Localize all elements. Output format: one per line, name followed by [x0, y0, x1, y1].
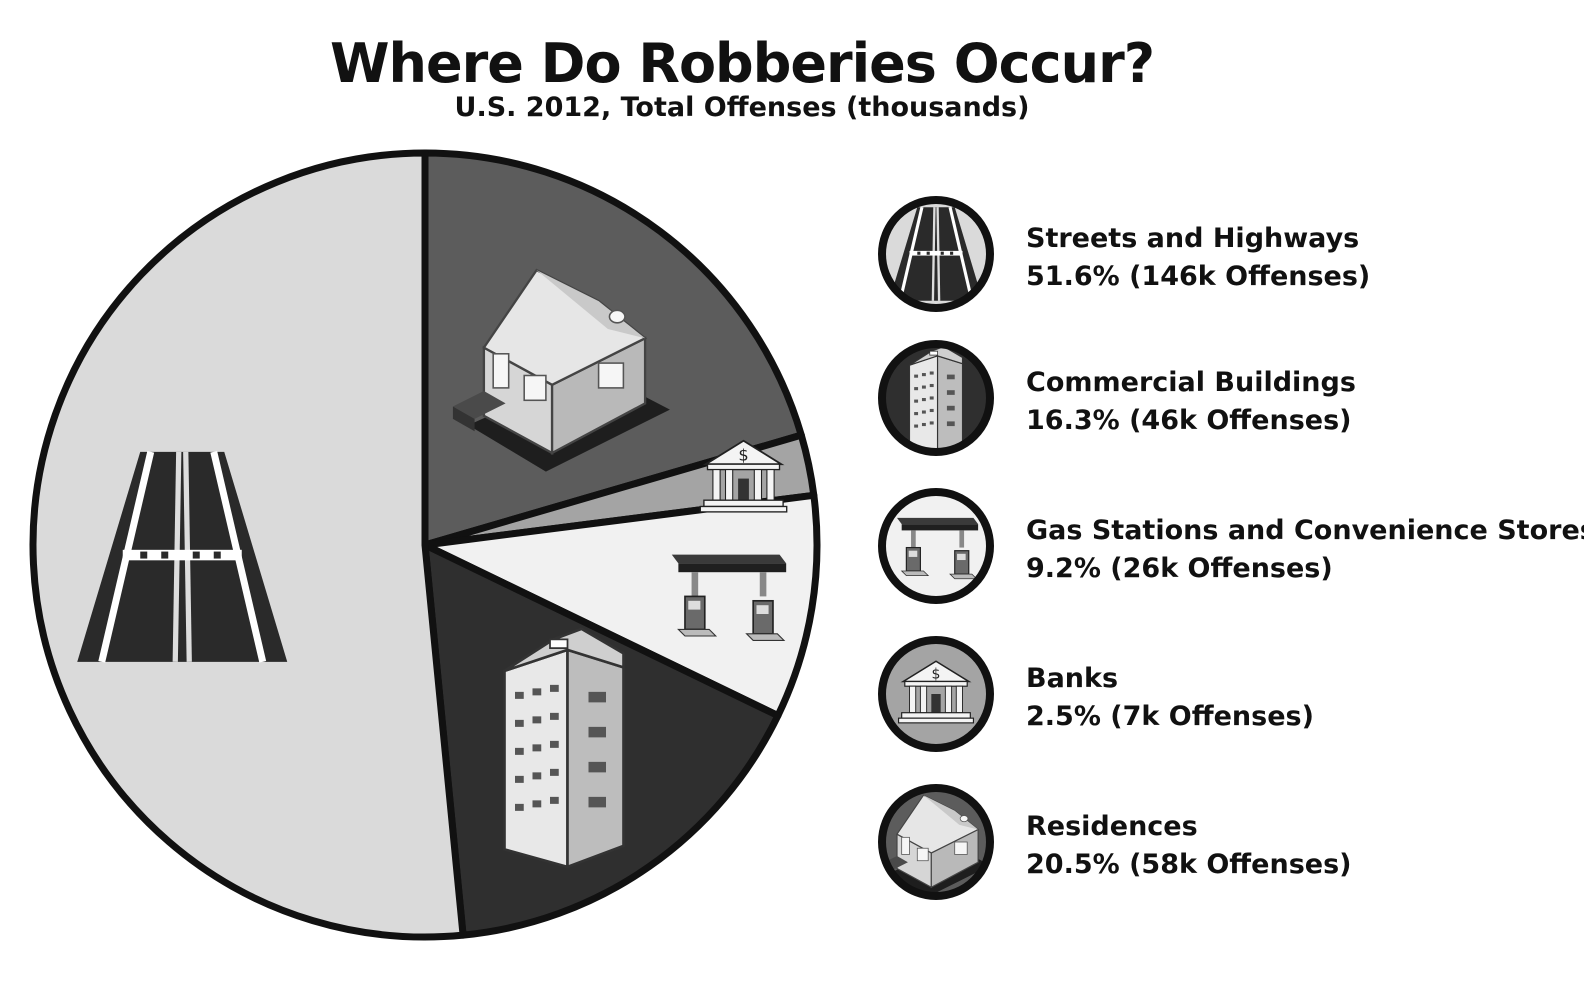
road-icon	[878, 196, 994, 312]
legend-value: 9.2% (26k Offenses)	[1026, 553, 1333, 584]
pie-chart: $	[29, 149, 821, 941]
office-building-icon	[503, 627, 625, 869]
bank-icon: $	[699, 439, 788, 513]
legend-value: 20.5% (58k Offenses)	[1026, 849, 1352, 880]
legend-label: Residences	[1026, 811, 1198, 842]
legend-item-gas-stations-and-convenience-stores: Gas Stations and Convenience Stores 9.2%…	[876, 486, 1584, 610]
legend-label: Commercial Buildings	[1026, 367, 1356, 398]
legend-item-residences: Residences 20.5% (58k Offenses)	[876, 782, 1576, 906]
gas-station-icon	[671, 554, 787, 641]
legend-value: 16.3% (46k Offenses)	[1026, 405, 1352, 436]
legend-item-banks: $ Banks 2.5% (7k Offenses)	[876, 634, 1576, 758]
legend-item-commercial-buildings: Commercial Buildings 16.3% (46k Offenses…	[876, 338, 1576, 462]
house-icon	[452, 268, 670, 472]
office-building-icon	[878, 340, 994, 456]
road-icon	[77, 451, 288, 663]
gas-station-icon	[878, 488, 994, 604]
svg-text:$: $	[738, 446, 748, 465]
legend-item-streets-and-highways: Streets and Highways 51.6% (146k Offense…	[876, 194, 1576, 318]
legend-label: Gas Stations and Convenience Stores	[1026, 515, 1584, 546]
bank-icon: $	[878, 636, 994, 752]
legend-value: 51.6% (146k Offenses)	[1026, 261, 1371, 292]
svg-text:$: $	[932, 666, 941, 682]
legend-label: Banks	[1026, 663, 1119, 694]
chart-title: Where Do Robberies Occur?	[329, 32, 1155, 95]
pie-slice-gas-stations-and-convenience-stores	[421, 491, 821, 720]
legend-label: Streets and Highways	[1026, 223, 1360, 254]
chart-subtitle: U.S. 2012, Total Offenses (thousands)	[454, 92, 1030, 123]
house-icon	[878, 784, 994, 900]
legend-value: 2.5% (7k Offenses)	[1026, 701, 1314, 732]
